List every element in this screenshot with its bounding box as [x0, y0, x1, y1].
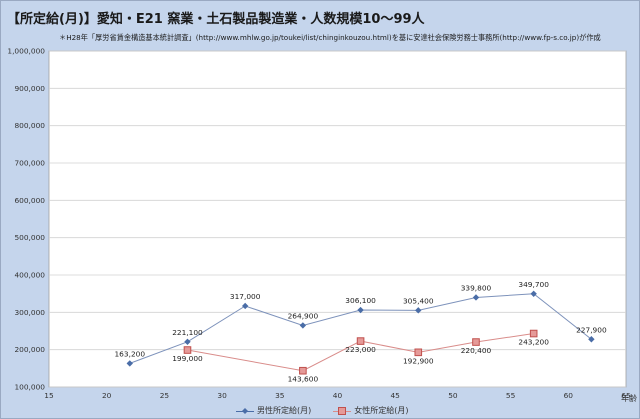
chart-legend: 男性所定給(月) 女性所定給(月) — [236, 405, 409, 416]
data-point-male — [530, 290, 537, 297]
x-tick-label: 30 — [217, 391, 227, 400]
series-line-female — [187, 333, 534, 372]
data-label-female: 223,000 — [345, 345, 376, 354]
data-point-female — [472, 338, 480, 346]
data-point-female — [529, 329, 538, 338]
data-label-male: 163,200 — [114, 349, 145, 358]
x-tick-label: 55 — [506, 391, 516, 400]
y-tick-label: 600,000 — [14, 196, 45, 205]
data-point-female — [299, 366, 307, 375]
chart-subtitle: ＊H28年「厚労省賃金構造基本統計調査」(http://www.mhlw.go.… — [59, 33, 601, 42]
x-tick-label: 15 — [44, 391, 54, 400]
data-label-female: 199,000 — [172, 354, 203, 363]
chart-title: 【所定給(月)】愛知・E21 窯業・土石製品製造業・人数規模10～99人 — [7, 12, 425, 27]
legend-item-male: 男性所定給(月) — [236, 405, 311, 416]
legend-swatch-male — [236, 407, 254, 415]
data-label-female: 143,600 — [288, 375, 319, 384]
x-axis-label: 年齢 — [621, 393, 637, 403]
y-tick-label: 400,000 — [14, 271, 45, 280]
data-point-male — [472, 294, 480, 301]
y-tick-label: 300,000 — [14, 308, 45, 317]
legend-swatch-female — [333, 406, 352, 415]
legend-label-female: 女性所定給(月) — [354, 406, 409, 415]
data-point-female — [414, 348, 423, 357]
x-tick-label: 65 — [621, 391, 631, 400]
x-tick-label: 40 — [333, 391, 343, 400]
data-label-male: 227,900 — [576, 325, 607, 334]
data-point-male — [357, 306, 364, 314]
data-label-female: 243,200 — [518, 338, 549, 347]
data-label-male: 317,000 — [230, 292, 261, 301]
x-tick-label: 25 — [160, 391, 170, 400]
data-point-male — [415, 307, 422, 314]
y-tick-label: 800,000 — [14, 121, 45, 130]
y-tick-label: 100,000 — [14, 383, 45, 392]
data-label-male: 339,800 — [461, 283, 492, 292]
x-tick-label: 50 — [448, 391, 458, 400]
data-point-female — [356, 337, 365, 345]
data-point-male — [126, 360, 133, 367]
data-label-female: 192,900 — [403, 356, 434, 365]
data-label-male: 221,100 — [172, 328, 203, 337]
data-point-male — [184, 338, 191, 345]
y-tick-label: 1,000,000 — [7, 47, 45, 56]
plot-area — [48, 50, 627, 388]
x-tick-label: 35 — [275, 391, 285, 400]
legend-item-female: 女性所定給(月) — [333, 405, 409, 416]
legend-label-male: 男性所定給(月) — [257, 406, 312, 415]
data-label-male: 264,900 — [288, 311, 319, 320]
data-label-male: 306,100 — [345, 296, 376, 305]
y-tick-label: 200,000 — [14, 345, 45, 354]
x-tick-label: 45 — [390, 391, 400, 400]
data-label-male: 349,700 — [518, 280, 549, 289]
data-label-male: 305,400 — [403, 296, 434, 305]
x-tick-label: 20 — [102, 391, 112, 400]
y-tick-label: 700,000 — [14, 159, 45, 168]
data-label-female: 220,400 — [461, 346, 492, 355]
y-tick-label: 900,000 — [14, 84, 45, 93]
data-point-female — [183, 346, 192, 354]
data-point-male — [241, 302, 249, 310]
data-point-male — [588, 336, 595, 343]
y-tick-label: 500,000 — [14, 233, 45, 242]
data-point-male — [299, 322, 307, 329]
x-tick-label: 60 — [564, 391, 574, 400]
